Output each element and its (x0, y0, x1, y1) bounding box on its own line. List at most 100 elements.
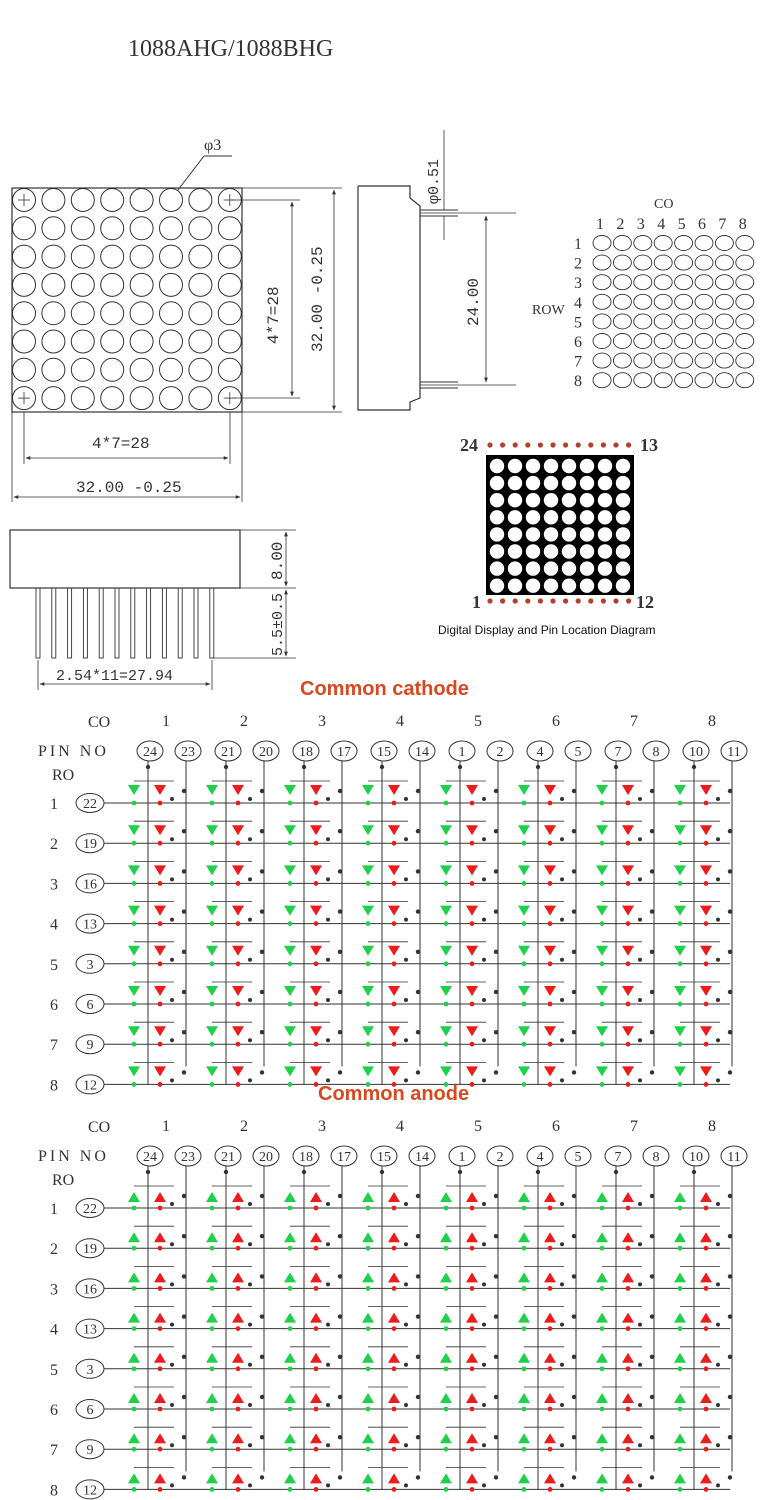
green-led-icon (440, 945, 452, 956)
red-led-icon (544, 905, 556, 916)
display-led (579, 458, 595, 474)
co-label: CO (88, 714, 110, 731)
green-led-icon (284, 905, 296, 916)
column-pin-number: 14 (415, 745, 429, 760)
matrix-oval (612, 333, 632, 349)
matrix-oval (653, 352, 673, 369)
column-pin-number: 15 (377, 745, 391, 760)
column-pin-number: 1 (459, 745, 466, 760)
display-led (489, 544, 505, 559)
column-pin-number: 2 (497, 745, 504, 760)
matrix-oval (612, 372, 632, 389)
column-pin-circle (564, 1145, 592, 1167)
red-led-icon (388, 1232, 400, 1243)
matrix-oval (674, 352, 694, 369)
display-led (615, 527, 631, 542)
schematic-title: Common anode (318, 1083, 469, 1105)
red-led-icon (154, 986, 166, 996)
display-led (507, 458, 523, 474)
column-pin-number: 5 (575, 1150, 582, 1165)
front-view: φ3 4*7=28 32.00 -0.25 4*7=28 32.00 -0.25 (11, 137, 342, 502)
led-hole (188, 386, 213, 411)
pin-dot (626, 442, 632, 448)
green-led-icon (518, 1312, 530, 1323)
green-led-icon (284, 1352, 296, 1363)
green-led-icon (128, 1393, 140, 1403)
green-led-icon (206, 785, 218, 795)
column-number: 1 (162, 713, 170, 730)
matrix-oval (612, 235, 632, 251)
green-led-icon (206, 1473, 218, 1484)
display-led (543, 458, 559, 474)
pin-dot (613, 442, 619, 448)
led-hole (41, 386, 66, 411)
green-led-icon (206, 865, 218, 876)
led-hole (217, 329, 242, 354)
column-pin-circle (720, 740, 748, 762)
pin-lead (98, 587, 104, 659)
column-pin-number: 21 (221, 745, 235, 760)
red-led-icon (310, 1026, 322, 1037)
red-led-icon (544, 785, 556, 795)
matrix-oval (633, 352, 653, 369)
matrix-oval (735, 352, 755, 369)
led-hole (12, 188, 36, 212)
red-led-icon (544, 1192, 556, 1202)
led-hole (100, 301, 125, 326)
green-led-icon (674, 1393, 686, 1403)
green-led-icon (284, 1433, 296, 1444)
column-number: 5 (474, 713, 482, 730)
column-pin-number: 18 (299, 745, 313, 760)
green-led-icon (674, 825, 686, 836)
led-hole (41, 216, 66, 241)
green-led-icon (362, 1393, 374, 1403)
ro-label: RO (52, 1172, 74, 1189)
matrix-row-number: 2 (574, 256, 582, 273)
green-led-icon (674, 905, 686, 916)
display-led (507, 578, 523, 593)
red-led-icon (388, 1473, 400, 1484)
green-led-icon (362, 825, 374, 836)
column-pin-circle (292, 740, 320, 762)
red-led-icon (232, 785, 244, 795)
display-led (507, 561, 523, 576)
red-led-icon (310, 865, 322, 876)
pin-lead (35, 587, 41, 659)
matrix-oval (694, 235, 714, 251)
green-led-icon (206, 1352, 218, 1363)
red-led-icon (232, 905, 244, 916)
pin-dot (550, 598, 556, 604)
pin-dot (525, 598, 531, 604)
green-led-icon (674, 1066, 686, 1077)
pin-dot (500, 598, 506, 604)
column-pin-circle (564, 740, 592, 762)
display-led (579, 527, 595, 542)
display-led (543, 510, 559, 525)
display-led (597, 561, 613, 576)
display-led (615, 561, 631, 576)
matrix-oval (612, 254, 632, 271)
pin-dot (487, 598, 493, 604)
red-led-icon (622, 785, 634, 795)
matrix-oval (735, 235, 755, 251)
green-led-icon (596, 825, 608, 836)
led-hole (12, 301, 36, 326)
green-led-icon (362, 905, 374, 916)
red-led-icon (700, 1026, 712, 1037)
display-led (597, 578, 613, 593)
led-hole (70, 188, 95, 212)
red-led-icon (544, 1026, 556, 1037)
red-led-icon (700, 945, 712, 956)
matrix-oval (714, 352, 734, 369)
column-pin-circle (330, 1145, 358, 1167)
row-pin-number: 12 (83, 1078, 97, 1093)
led-hole (129, 272, 154, 297)
column-pin-circle (136, 740, 164, 762)
row-number: 2 (50, 1241, 58, 1258)
green-led-icon (128, 1312, 140, 1323)
matrix-oval (735, 313, 755, 330)
matrix-oval (714, 235, 734, 251)
column-pin-circle (604, 740, 632, 762)
matrix-oval (694, 372, 714, 389)
matrix-oval (653, 333, 673, 349)
